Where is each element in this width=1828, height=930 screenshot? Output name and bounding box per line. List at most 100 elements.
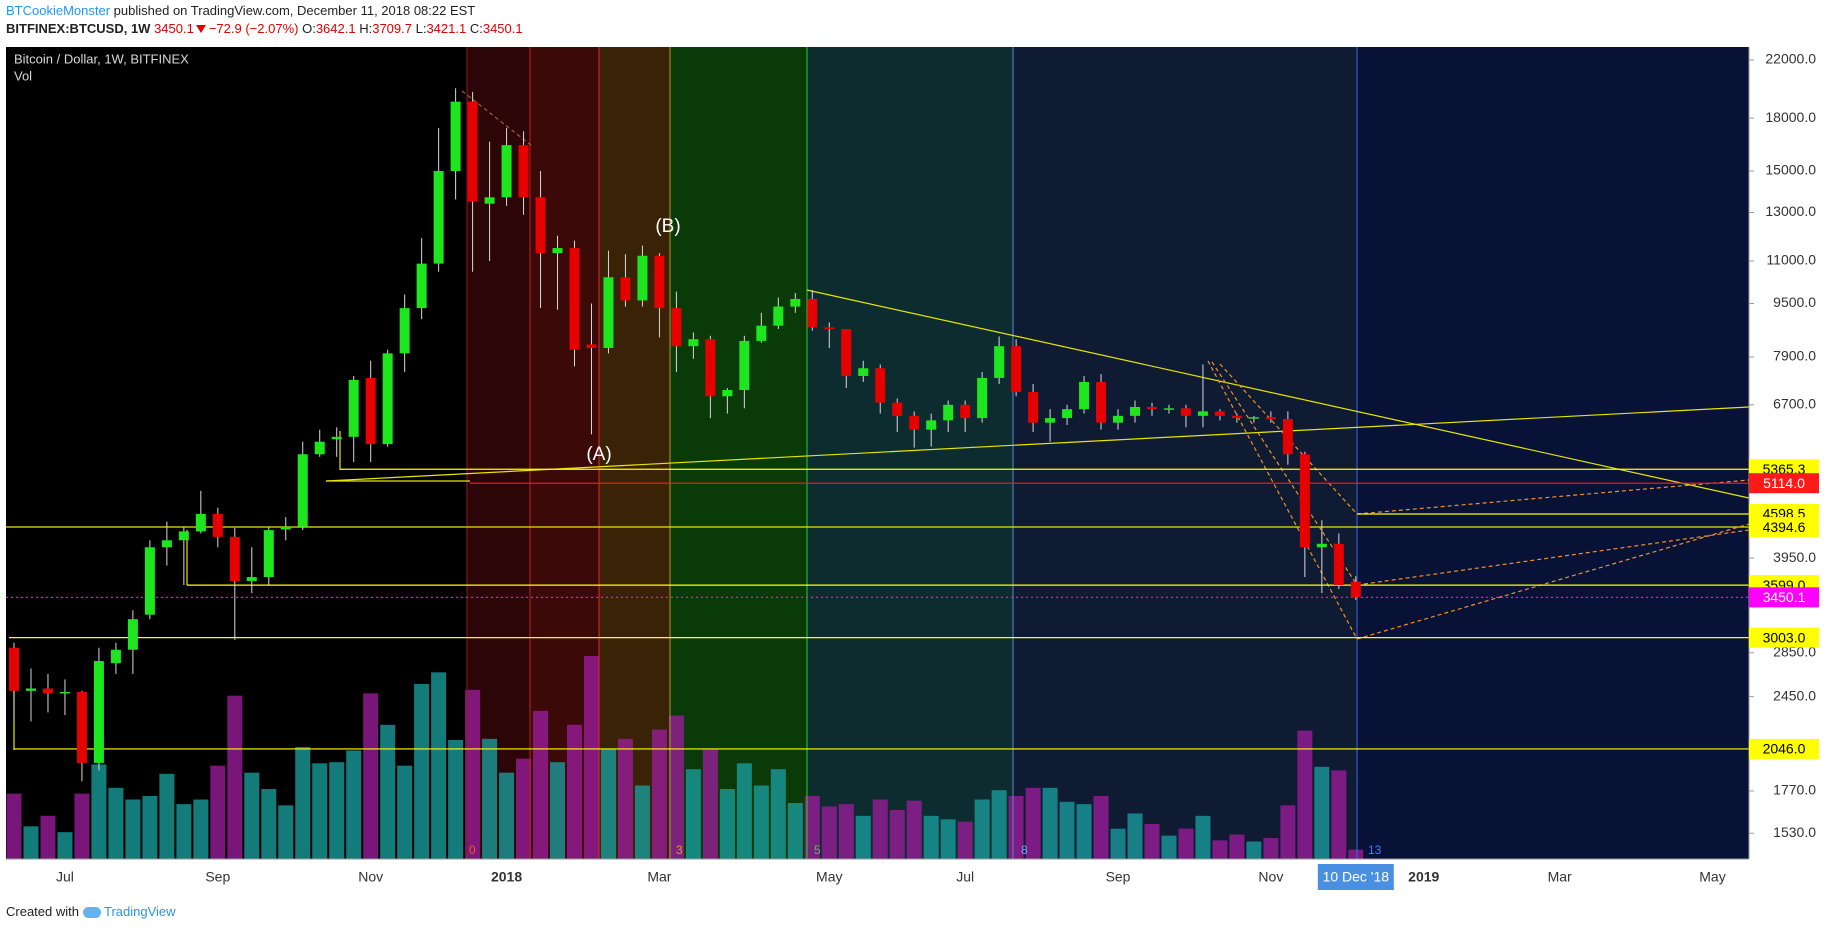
- volume-bar: [1178, 828, 1194, 859]
- volume-bar: [1008, 796, 1024, 859]
- y-tick-label: 1770.0: [1773, 782, 1816, 798]
- time-zone-label: 13: [1368, 843, 1382, 857]
- candle-body: [1146, 406, 1157, 410]
- volume-bar: [1059, 801, 1075, 859]
- publish-line: BTCookieMonster published on TradingView…: [6, 3, 475, 18]
- candle-body: [841, 329, 852, 376]
- candle-body: [484, 197, 495, 204]
- volume-bar: [482, 738, 498, 859]
- volume-bar: [1280, 805, 1296, 859]
- candle-body: [603, 277, 614, 348]
- volume-bar: [1314, 766, 1330, 859]
- price-tag-label: 2046.0: [1763, 741, 1806, 757]
- volume-bar: [634, 785, 650, 859]
- volume-bar: [1144, 824, 1160, 859]
- price-tag: [1749, 587, 1819, 608]
- candle-body: [535, 197, 546, 254]
- price-tag-label: 3450.1: [1763, 589, 1806, 605]
- volume-bar: [125, 799, 141, 859]
- dashed-trendline: [1356, 529, 1749, 586]
- candle-body: [110, 649, 121, 664]
- volume-bar: [159, 773, 175, 859]
- y-tick-label: 11000.0: [1766, 252, 1816, 268]
- candle-body: [1231, 415, 1242, 419]
- x-tick-label: Nov: [358, 869, 383, 885]
- brand[interactable]: TradingView: [103, 904, 176, 919]
- volume-bar: [312, 763, 328, 859]
- y-tick-label: 2450.0: [1773, 687, 1816, 703]
- volume-bar: [6, 793, 22, 859]
- candle-body: [654, 255, 665, 309]
- candle-body: [960, 404, 971, 419]
- candle-body: [195, 513, 206, 532]
- volume-bar: [583, 656, 599, 859]
- candle-body: [161, 540, 172, 548]
- volume-bar: [889, 810, 905, 859]
- volume-bar: [1246, 841, 1262, 859]
- candle-body: [1316, 543, 1327, 548]
- x-tick-label: Mar: [647, 869, 671, 885]
- volume-bar: [736, 763, 752, 859]
- volume-bar: [1195, 815, 1211, 859]
- price-tag-label: 5365.3: [1763, 461, 1806, 477]
- dashed-trendline: [1207, 360, 1358, 640]
- candle-body: [807, 298, 818, 328]
- symbol: BITFINEX:BTCUSD, 1W: [6, 21, 151, 36]
- volume-bar: [108, 787, 124, 859]
- candle-body: [212, 513, 223, 537]
- high-label: H:: [359, 21, 373, 36]
- candle-body: [263, 530, 274, 578]
- candle-body: [59, 691, 70, 694]
- price-tag: [1749, 517, 1819, 538]
- close-label: C:: [469, 21, 483, 36]
- candle-body: [467, 101, 478, 202]
- volume-bar: [193, 799, 209, 859]
- volume-bar: [906, 800, 922, 859]
- candle-body: [280, 526, 291, 530]
- candle-body: [1045, 418, 1056, 423]
- candle-body: [892, 402, 903, 416]
- dashed-trendline: [1356, 479, 1749, 515]
- y-tick-label: 13000.0: [1765, 203, 1816, 219]
- high-value: 3709.7: [372, 21, 412, 36]
- volume-bar: [940, 819, 956, 859]
- price-tag-label: 3003.0: [1763, 629, 1806, 645]
- published: published on TradingView.com, December 1…: [113, 3, 476, 18]
- candle-body: [1333, 543, 1344, 586]
- volume-bar: [1331, 770, 1347, 859]
- price-tag-label: 4394.6: [1763, 519, 1806, 535]
- author[interactable]: BTCookieMonster: [6, 3, 111, 18]
- volume-bar: [295, 747, 311, 859]
- volume-bar: [991, 790, 1007, 859]
- volume-bar: [363, 693, 379, 859]
- candle-body: [178, 531, 189, 541]
- candle-body: [399, 308, 410, 354]
- candle-body: [1163, 408, 1174, 410]
- candle-body: [722, 390, 733, 397]
- footer: Created with TradingView: [6, 904, 176, 919]
- wave-label: (A): [586, 444, 611, 465]
- time-zone-label: 3: [676, 843, 683, 857]
- x-tick-label: 10 Dec '18: [1323, 869, 1390, 885]
- candle-body: [1130, 406, 1141, 416]
- wave-label: (B): [655, 216, 680, 237]
- plot-area: [6, 47, 1749, 859]
- candle-body: [1113, 415, 1124, 423]
- candle-body: [552, 248, 563, 254]
- x-tick-label: 2019: [1408, 869, 1439, 885]
- candle-body: [433, 171, 444, 264]
- volume-bar: [465, 689, 481, 859]
- low-label: L:: [415, 21, 427, 36]
- candle-body: [1079, 381, 1090, 410]
- candle-body: [1265, 417, 1276, 420]
- candle-body: [1350, 581, 1361, 598]
- price-tag: [1749, 627, 1819, 648]
- y-tick-label: 7900.0: [1773, 348, 1816, 364]
- volume-bar: [685, 769, 701, 859]
- candle-body: [416, 263, 427, 309]
- candle-body: [586, 344, 597, 348]
- volume-bar: [957, 821, 973, 859]
- volume-bar: [1212, 840, 1228, 859]
